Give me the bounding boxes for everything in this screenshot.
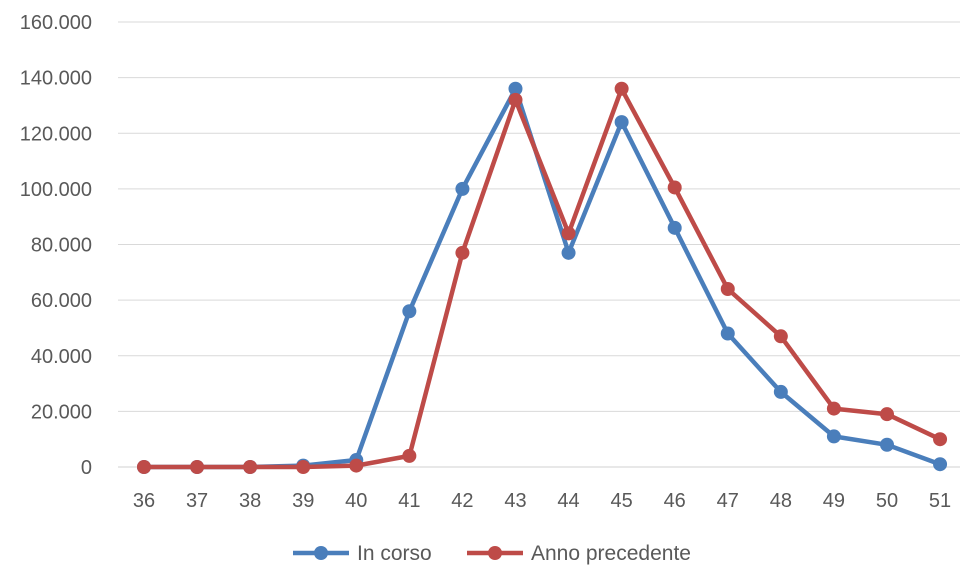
data-point	[190, 460, 205, 474]
data-point	[614, 115, 629, 130]
y-tick-label: 80.000	[31, 235, 92, 257]
data-point	[561, 226, 576, 241]
series-line	[141, 86, 943, 470]
data-point	[933, 432, 948, 447]
data-point	[561, 245, 576, 260]
x-tick-label: 41	[398, 490, 420, 512]
x-tick-label: 42	[451, 490, 473, 512]
x-tick-label: 39	[292, 490, 314, 512]
y-tick-label: 20.000	[31, 401, 92, 423]
data-point	[720, 282, 735, 296]
data-point	[402, 448, 417, 463]
data-point	[720, 326, 735, 341]
series-line	[141, 86, 943, 470]
x-tick-label: 37	[186, 490, 208, 512]
data-point	[243, 460, 258, 474]
data-point	[455, 181, 470, 196]
data-point	[455, 245, 470, 260]
y-axis-tick-labels: 0 20.000 40.000 60.000 80.000 100.000 120.000 1…	[20, 12, 92, 479]
gridlines	[118, 21, 960, 468]
x-axis-tick-labels: 36 37 38 39 40 41 42 43 44 45 46 47 48 49 50 51	[133, 490, 951, 512]
x-tick-label: 40	[345, 490, 367, 512]
legend-entry: Anno precedente	[467, 542, 691, 565]
y-tick-label: 160.000	[20, 12, 92, 34]
data-point	[667, 220, 682, 235]
legend-label: In corso	[357, 542, 432, 565]
data-point	[296, 460, 311, 474]
data-point	[879, 407, 894, 422]
y-tick-label: 40.000	[31, 346, 92, 368]
x-tick-label: 49	[823, 490, 845, 512]
data-point	[826, 429, 841, 444]
legend-marker	[488, 546, 502, 560]
legend-label: Anno precedente	[531, 542, 691, 565]
data-point	[826, 401, 841, 416]
series-anno-precedente	[137, 81, 948, 474]
x-tick-label: 45	[611, 490, 633, 512]
x-tick-label: 48	[770, 490, 792, 512]
y-tick-label: 120.000	[20, 123, 92, 145]
data-point	[402, 304, 417, 319]
x-tick-label: 50	[876, 490, 898, 512]
series-in-corso	[137, 81, 948, 474]
data-point	[773, 329, 788, 344]
legend-entry: In corso	[293, 542, 432, 565]
series-lines	[137, 81, 948, 474]
data-point	[508, 81, 523, 96]
data-point	[879, 437, 894, 452]
data-point	[773, 384, 788, 399]
y-tick-label: 140.000	[20, 68, 92, 90]
x-tick-label: 36	[133, 490, 155, 512]
legend: In corso Anno precedente	[293, 542, 691, 565]
x-tick-label: 47	[717, 490, 739, 512]
x-tick-label: 51	[929, 490, 951, 512]
data-point	[614, 81, 629, 96]
data-point	[508, 92, 523, 107]
data-point	[933, 457, 948, 472]
x-tick-label: 43	[504, 490, 526, 512]
data-point	[667, 180, 682, 195]
data-point	[349, 458, 364, 473]
y-tick-label: 60.000	[31, 290, 92, 312]
x-tick-label: 44	[557, 490, 579, 512]
legend-marker	[314, 546, 328, 560]
data-point	[137, 460, 151, 474]
x-tick-label: 46	[664, 490, 686, 512]
y-tick-label: 0	[81, 457, 92, 479]
y-tick-label: 100.000	[20, 179, 92, 201]
x-tick-label: 38	[239, 490, 261, 512]
